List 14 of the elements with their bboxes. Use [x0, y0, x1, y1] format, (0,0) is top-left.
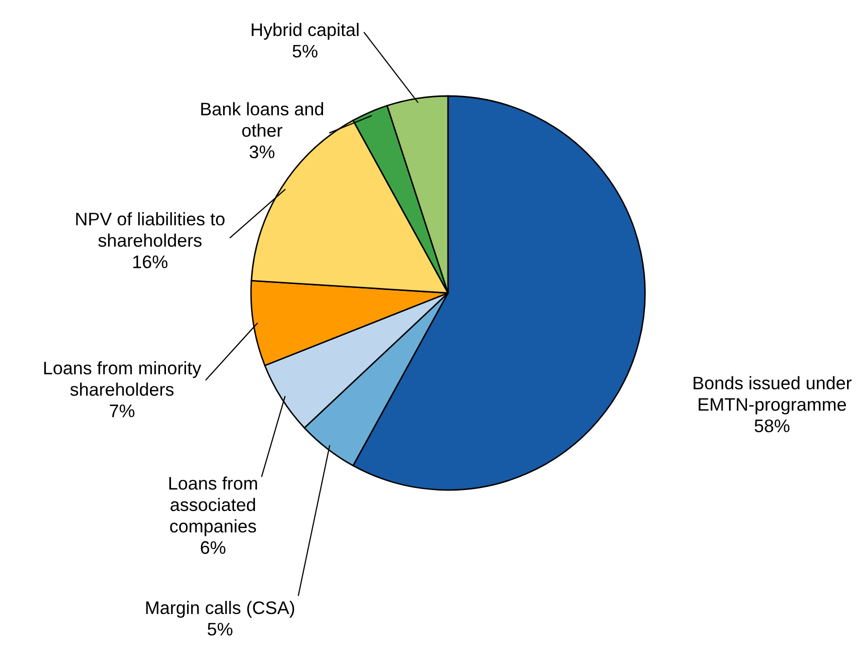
data-label: 6%	[200, 541, 226, 554]
slice-label: Loans from associated companies	[169, 476, 257, 536]
slice-label: NPV of liabilities to shareholders	[76, 212, 225, 247]
data-label: 7%	[110, 404, 134, 418]
data-label: 16%	[133, 255, 168, 268]
slice-label: Loans from minority shareholders	[44, 361, 202, 396]
slice-label: Margin calls (CSA)	[146, 600, 294, 618]
slice-label: Bank loans and other	[201, 102, 324, 137]
data-label: 3%	[250, 145, 274, 158]
slice-label: Hybrid capital	[252, 22, 358, 40]
data-label: 58%	[754, 419, 790, 432]
slice-label: Bonds issued under EMTN-programme	[694, 376, 852, 414]
data-label: 5%	[292, 44, 318, 58]
data-label: 5%	[208, 622, 232, 636]
